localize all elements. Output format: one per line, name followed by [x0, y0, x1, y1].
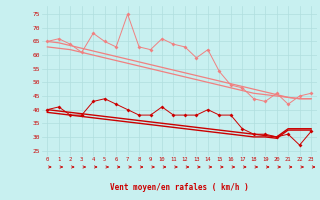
- Text: Vent moyen/en rafales ( km/h ): Vent moyen/en rafales ( km/h ): [110, 184, 249, 192]
